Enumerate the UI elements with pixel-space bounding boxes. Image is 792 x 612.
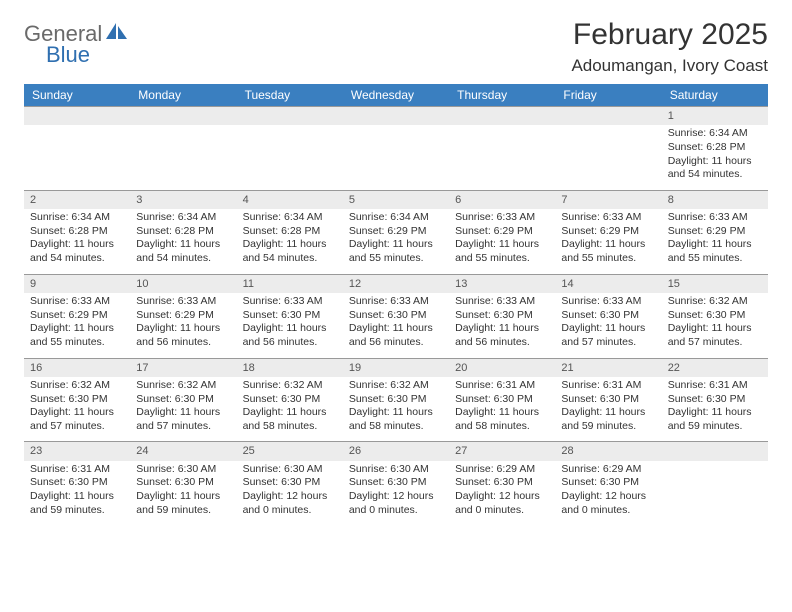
day-number: 2 [24, 190, 130, 209]
day-cell: Sunrise: 6:32 AMSunset: 6:30 PMDaylight:… [662, 293, 768, 358]
header-row: General Blue February 2025 Adoumangan, I… [24, 18, 768, 76]
day-cell: Sunrise: 6:33 AMSunset: 6:29 PMDaylight:… [555, 209, 661, 274]
day-cell: Sunrise: 6:34 AMSunset: 6:29 PMDaylight:… [343, 209, 449, 274]
day-cell: Sunrise: 6:32 AMSunset: 6:30 PMDaylight:… [130, 377, 236, 442]
day-number: 14 [555, 274, 661, 293]
day-cell: Sunrise: 6:33 AMSunset: 6:30 PMDaylight:… [343, 293, 449, 358]
day-cell: Sunrise: 6:33 AMSunset: 6:29 PMDaylight:… [449, 209, 555, 274]
day-number: 7 [555, 190, 661, 209]
daynum-row: 1 [24, 107, 768, 126]
day-number: 22 [662, 358, 768, 377]
day-cell: Sunrise: 6:31 AMSunset: 6:30 PMDaylight:… [449, 377, 555, 442]
content-row: Sunrise: 6:34 AMSunset: 6:28 PMDaylight:… [24, 209, 768, 274]
daynum-row: 9 10 11 12 13 14 15 [24, 274, 768, 293]
weekday-header: Wednesday [343, 84, 449, 107]
daynum-row: 2 3 4 5 6 7 8 [24, 190, 768, 209]
day-cell: Sunrise: 6:30 AMSunset: 6:30 PMDaylight:… [237, 461, 343, 526]
day-cell: Sunrise: 6:33 AMSunset: 6:29 PMDaylight:… [24, 293, 130, 358]
day-number: 27 [449, 442, 555, 461]
day-cell [24, 125, 130, 190]
calendar-body: 1 Sunrise: 6:34 AMSunset: 6:28 PMDayligh… [24, 107, 768, 526]
day-number: 1 [662, 107, 768, 126]
location-subtitle: Adoumangan, Ivory Coast [571, 56, 768, 76]
weekday-header: Tuesday [237, 84, 343, 107]
day-cell: Sunrise: 6:33 AMSunset: 6:29 PMDaylight:… [662, 209, 768, 274]
day-number: 5 [343, 190, 449, 209]
day-number: 13 [449, 274, 555, 293]
calendar-page: General Blue February 2025 Adoumangan, I… [0, 0, 792, 549]
calendar-table: Sunday Monday Tuesday Wednesday Thursday… [24, 84, 768, 525]
day-cell: Sunrise: 6:33 AMSunset: 6:30 PMDaylight:… [237, 293, 343, 358]
day-number: 11 [237, 274, 343, 293]
day-cell: Sunrise: 6:33 AMSunset: 6:30 PMDaylight:… [449, 293, 555, 358]
content-row: Sunrise: 6:34 AMSunset: 6:28 PMDaylight:… [24, 125, 768, 190]
weekday-header: Sunday [24, 84, 130, 107]
daynum-row: 16 17 18 19 20 21 22 [24, 358, 768, 377]
daynum-row: 23 24 25 26 27 28 [24, 442, 768, 461]
day-cell: Sunrise: 6:34 AMSunset: 6:28 PMDaylight:… [24, 209, 130, 274]
day-cell [449, 125, 555, 190]
day-cell [662, 461, 768, 526]
day-number [555, 107, 661, 126]
day-number: 10 [130, 274, 236, 293]
day-number: 3 [130, 190, 236, 209]
day-number [343, 107, 449, 126]
day-cell [237, 125, 343, 190]
logo: General Blue [24, 18, 128, 66]
weekday-header: Saturday [662, 84, 768, 107]
day-cell: Sunrise: 6:33 AMSunset: 6:30 PMDaylight:… [555, 293, 661, 358]
weekday-header: Thursday [449, 84, 555, 107]
day-cell: Sunrise: 6:31 AMSunset: 6:30 PMDaylight:… [24, 461, 130, 526]
day-cell [130, 125, 236, 190]
day-number: 28 [555, 442, 661, 461]
title-block: February 2025 Adoumangan, Ivory Coast [571, 18, 768, 76]
weekday-header: Monday [130, 84, 236, 107]
day-cell: Sunrise: 6:32 AMSunset: 6:30 PMDaylight:… [24, 377, 130, 442]
day-cell: Sunrise: 6:32 AMSunset: 6:30 PMDaylight:… [343, 377, 449, 442]
day-number [449, 107, 555, 126]
day-number: 17 [130, 358, 236, 377]
day-cell: Sunrise: 6:33 AMSunset: 6:29 PMDaylight:… [130, 293, 236, 358]
day-number: 19 [343, 358, 449, 377]
logo-sail-icon [106, 22, 128, 45]
logo-text-blue: Blue [46, 42, 90, 67]
day-cell: Sunrise: 6:30 AMSunset: 6:30 PMDaylight:… [343, 461, 449, 526]
day-number: 26 [343, 442, 449, 461]
content-row: Sunrise: 6:33 AMSunset: 6:29 PMDaylight:… [24, 293, 768, 358]
day-number [237, 107, 343, 126]
day-number: 21 [555, 358, 661, 377]
content-row: Sunrise: 6:31 AMSunset: 6:30 PMDaylight:… [24, 461, 768, 526]
day-number [130, 107, 236, 126]
day-cell: Sunrise: 6:34 AMSunset: 6:28 PMDaylight:… [237, 209, 343, 274]
content-row: Sunrise: 6:32 AMSunset: 6:30 PMDaylight:… [24, 377, 768, 442]
day-cell: Sunrise: 6:31 AMSunset: 6:30 PMDaylight:… [555, 377, 661, 442]
month-title: February 2025 [571, 18, 768, 52]
day-number: 20 [449, 358, 555, 377]
day-number: 6 [449, 190, 555, 209]
day-number: 9 [24, 274, 130, 293]
day-cell: Sunrise: 6:34 AMSunset: 6:28 PMDaylight:… [130, 209, 236, 274]
day-cell [343, 125, 449, 190]
day-cell [555, 125, 661, 190]
day-cell: Sunrise: 6:29 AMSunset: 6:30 PMDaylight:… [555, 461, 661, 526]
day-number: 8 [662, 190, 768, 209]
day-cell: Sunrise: 6:34 AMSunset: 6:28 PMDaylight:… [662, 125, 768, 190]
day-cell: Sunrise: 6:30 AMSunset: 6:30 PMDaylight:… [130, 461, 236, 526]
day-number: 4 [237, 190, 343, 209]
day-number [662, 442, 768, 461]
day-number [24, 107, 130, 126]
day-number: 16 [24, 358, 130, 377]
day-number: 18 [237, 358, 343, 377]
day-cell: Sunrise: 6:32 AMSunset: 6:30 PMDaylight:… [237, 377, 343, 442]
day-number: 24 [130, 442, 236, 461]
day-number: 23 [24, 442, 130, 461]
day-cell: Sunrise: 6:29 AMSunset: 6:30 PMDaylight:… [449, 461, 555, 526]
day-number: 15 [662, 274, 768, 293]
day-number: 25 [237, 442, 343, 461]
weekday-header: Friday [555, 84, 661, 107]
weekday-header-row: Sunday Monday Tuesday Wednesday Thursday… [24, 84, 768, 107]
day-number: 12 [343, 274, 449, 293]
day-cell: Sunrise: 6:31 AMSunset: 6:30 PMDaylight:… [662, 377, 768, 442]
